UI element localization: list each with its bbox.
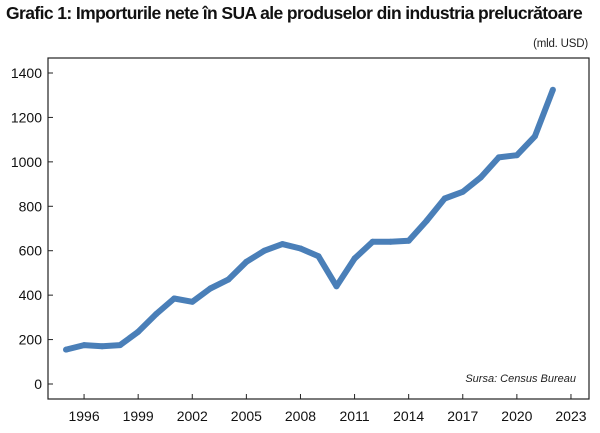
data-point-2002 bbox=[189, 298, 196, 305]
data-point-2003 bbox=[207, 285, 214, 292]
data-point-2010 bbox=[333, 283, 340, 290]
data-point-2013 bbox=[387, 238, 394, 245]
y-tick-label: 400 bbox=[19, 287, 43, 303]
data-point-2020 bbox=[513, 152, 520, 159]
x-tick-label: 2014 bbox=[393, 408, 424, 424]
x-tick-label: 2023 bbox=[555, 408, 586, 424]
data-point-2004 bbox=[225, 276, 232, 283]
data-point-1997 bbox=[99, 343, 106, 350]
x-axis: 1996 1999 2002 2005 2008 2011 2014 2017 2020 2023 bbox=[68, 394, 587, 424]
data-point-1999 bbox=[135, 328, 142, 335]
x-tick-label: 2008 bbox=[285, 408, 316, 424]
data-point-2017 bbox=[459, 188, 466, 195]
y-tick-label: 600 bbox=[19, 243, 43, 259]
data-point-2018 bbox=[477, 174, 484, 181]
data-point-2022 bbox=[549, 86, 556, 93]
data-point-2014 bbox=[405, 237, 412, 244]
y-tick-label: 1400 bbox=[11, 65, 42, 81]
data-point-2006 bbox=[261, 247, 268, 254]
y-tick-label: 800 bbox=[19, 198, 43, 214]
data-point-2012 bbox=[369, 238, 376, 245]
data-point-2009 bbox=[315, 253, 322, 260]
data-point-2008 bbox=[297, 245, 304, 252]
y-tick-label: 0 bbox=[34, 376, 42, 392]
data-point-1998 bbox=[117, 342, 124, 349]
data-point-2019 bbox=[495, 154, 502, 161]
y-axis: 0 200 400 600 800 1000 1200 1400 bbox=[11, 65, 53, 392]
x-tick-label: 1999 bbox=[123, 408, 154, 424]
chart-title: Grafic 1: Importurile nete în SUA ale pr… bbox=[6, 3, 583, 23]
data-point-2005 bbox=[243, 258, 250, 265]
series-layer bbox=[63, 86, 556, 353]
data-point-2000 bbox=[153, 311, 160, 317]
x-tick-label: 2017 bbox=[447, 408, 478, 424]
data-point-2021 bbox=[531, 133, 538, 140]
data-point-2015 bbox=[423, 217, 430, 224]
source-note: Sursa: Census Bureau bbox=[465, 373, 576, 385]
x-tick-label: 1996 bbox=[68, 408, 99, 424]
y-tick-label: 1200 bbox=[11, 109, 42, 125]
x-tick-label: 2011 bbox=[340, 408, 370, 424]
y-tick-label: 200 bbox=[19, 332, 43, 348]
data-point-2011 bbox=[351, 255, 358, 262]
y-tick-label: 1000 bbox=[11, 154, 42, 170]
unit-label: (mld. USD) bbox=[533, 38, 588, 50]
plot-frame bbox=[47, 57, 590, 400]
data-point-1996 bbox=[81, 342, 88, 349]
data-point-2001 bbox=[171, 295, 178, 302]
data-point-2016 bbox=[441, 195, 448, 202]
x-tick-label: 2020 bbox=[501, 408, 532, 424]
data-point-2007 bbox=[279, 241, 286, 248]
data-point-1995 bbox=[63, 346, 69, 353]
x-tick-label: 2002 bbox=[177, 408, 208, 424]
x-tick-label: 2005 bbox=[231, 408, 262, 424]
series-line bbox=[65, 88, 556, 353]
